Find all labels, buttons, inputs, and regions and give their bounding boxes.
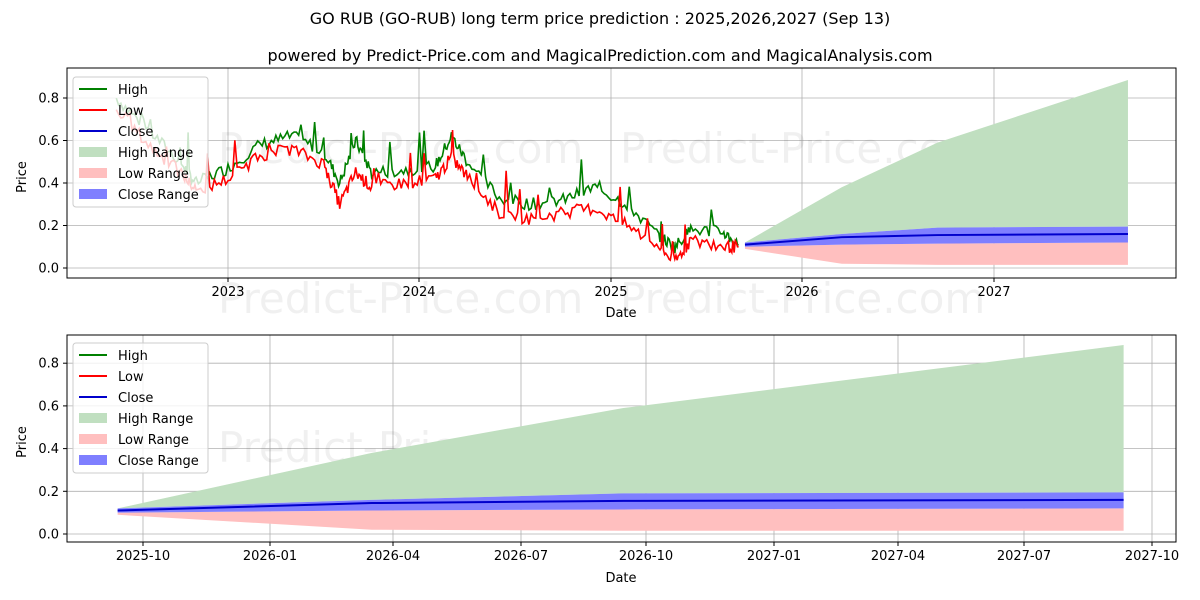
bottom-y-ticks: 0.0 0.2 0.4 0.6 0.8 [38, 357, 67, 543]
high-line [115, 97, 739, 254]
legend-label: Low [118, 104, 144, 119]
x-tick-label: 2025-10 [116, 549, 170, 564]
y-tick-label: 0.4 [38, 442, 59, 457]
x-tick-label: 2027 [977, 285, 1010, 300]
legend-swatch-patch [79, 189, 107, 199]
x-tick-label: 2026-07 [494, 549, 548, 564]
close-range-area [744, 226, 1128, 247]
x-tick-label: 2025 [594, 285, 627, 300]
legend-label: Low [118, 370, 144, 385]
top-legend: High Low Close High Range Low Range Close Ran… [72, 76, 209, 208]
x-tick-label: 2027-04 [871, 549, 925, 564]
close-range-area [117, 492, 1124, 513]
legend-label: Low Range [118, 433, 189, 448]
bottom-axes-frame [66, 334, 1177, 543]
legend-swatch-patch [79, 168, 107, 178]
legend-label: High [118, 349, 148, 364]
top-x-axis-label: Date [605, 306, 636, 321]
high-range-area [117, 345, 1124, 509]
legend-swatch-patch [79, 413, 107, 423]
y-tick-label: 0.4 [38, 177, 59, 192]
x-tick-label: 2027-07 [997, 549, 1051, 564]
x-tick-label: 2026-04 [366, 549, 420, 564]
bottom-legend: High Low Close High Range Low Range Close Ran… [72, 342, 209, 474]
close-line [744, 233, 1128, 246]
legend-swatch-patch [79, 455, 107, 465]
legend-label: Close Range [118, 188, 199, 203]
top-panel: Predict-Price.com Predict-Price.com Predic… [15, 67, 1177, 323]
legend-label: Close [118, 391, 153, 406]
legend-label: Close [118, 125, 153, 140]
x-tick-label: 2026-10 [619, 549, 673, 564]
close-line [117, 498, 1124, 512]
top-watermarks: Predict-Price.com Predict-Price.com Predic… [218, 124, 985, 323]
y-tick-label: 0.0 [38, 262, 59, 277]
y-tick-label: 0.8 [38, 92, 59, 107]
watermark-text: Predict-Price.com [218, 274, 583, 323]
high-range-area [744, 79, 1128, 243]
y-tick-label: 0.2 [38, 485, 59, 500]
top-y-axis-label: Price [15, 161, 30, 193]
y-tick-label: 0.6 [38, 399, 59, 414]
y-tick-label: 0.6 [38, 134, 59, 149]
top-x-ticks: 2023 2024 2025 2026 2027 [211, 278, 1011, 300]
x-tick-label: 2027-01 [747, 549, 801, 564]
y-tick-label: 0.0 [38, 528, 59, 543]
low-range-area [744, 242, 1128, 265]
low-line [115, 109, 739, 263]
y-tick-label: 0.2 [38, 219, 59, 234]
bottom-series [117, 345, 1124, 531]
bottom-y-axis-label: Price [15, 426, 30, 458]
bottom-x-axis-label: Date [605, 571, 636, 586]
legend-label: Low Range [118, 167, 189, 182]
watermark-text: Predict-Price.com [620, 274, 985, 323]
legend-swatch-patch [79, 434, 107, 444]
legend-label: High [118, 83, 148, 98]
chart-title: GO RUB (GO-RUB) long term price predicti… [309, 9, 891, 28]
low-range-area [117, 508, 1124, 531]
top-axes-frame [66, 67, 1177, 279]
y-tick-label: 0.8 [38, 357, 59, 372]
legend-label: Close Range [118, 454, 199, 469]
x-tick-label: 2024 [402, 285, 435, 300]
x-tick-label: 2026 [785, 285, 818, 300]
legend-label: High Range [118, 146, 193, 161]
legend-swatch-patch [79, 147, 107, 157]
chart-subtitle: powered by Predict-Price.com and Magical… [267, 46, 933, 65]
x-tick-label: 2023 [211, 285, 244, 300]
x-tick-label: 2027-10 [1125, 549, 1179, 564]
legend-label: High Range [118, 412, 193, 427]
bottom-x-ticks: 2025-10 2026-01 2026-04 2026-07 2026-10 2027-… [116, 542, 1179, 564]
watermark-text: Predict-Price.com [218, 124, 583, 173]
x-tick-label: 2026-01 [243, 549, 297, 564]
top-y-ticks: 0.0 0.2 0.4 0.6 0.8 [38, 92, 67, 277]
top-series [115, 79, 1128, 265]
